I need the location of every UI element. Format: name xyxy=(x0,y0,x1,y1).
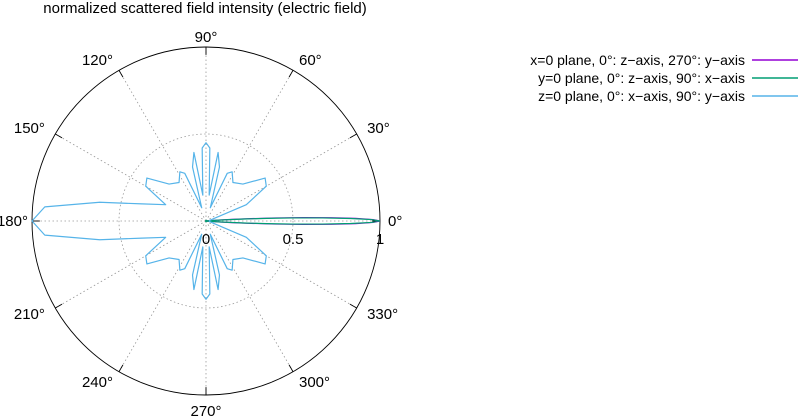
angular-tick xyxy=(349,133,357,139)
angle-label: 90° xyxy=(195,29,218,46)
angular-tick xyxy=(118,70,124,78)
legend-label: z=0 plane, 0°: x−axis, 90°: y−axis xyxy=(538,88,745,104)
angle-label: 300° xyxy=(299,374,330,391)
angular-tick xyxy=(349,303,357,309)
chart-title: normalized scattered field intensity (el… xyxy=(43,0,366,17)
angle-label: 150° xyxy=(14,120,45,137)
angular-tick xyxy=(55,303,63,309)
grid-circle xyxy=(118,133,294,309)
grid-spoke xyxy=(118,220,207,372)
radial-tick-label: 1 xyxy=(376,231,384,248)
legend: x=0 plane, 0°: z−axis, 270°: y−axis y=0 p… xyxy=(530,52,798,104)
series-line-2 xyxy=(204,217,381,225)
angle-label: 270° xyxy=(190,403,221,418)
angular-tick xyxy=(288,364,294,372)
grid-spoke xyxy=(205,220,294,372)
angular-tick-labels: 0° 30° 60° 90° 120° 150° 180° 210° 240° 270° 300° 3… xyxy=(0,29,402,418)
legend-label: y=0 plane, 0°: z−axis, 90°: x−axis xyxy=(538,70,745,86)
series-line-3 xyxy=(31,142,267,300)
angle-label: 210° xyxy=(14,306,45,323)
angle-label: 60° xyxy=(299,52,322,69)
angle-label: 240° xyxy=(82,374,113,391)
grid-spoke xyxy=(205,133,357,222)
angular-tick xyxy=(55,133,63,139)
angle-label: 180° xyxy=(0,213,28,230)
radial-tick-labels: 0 0.5 1 xyxy=(202,231,384,248)
angle-label: 330° xyxy=(367,306,398,323)
grid-spoke xyxy=(55,133,207,222)
series-layer xyxy=(31,142,381,300)
angle-label: 30° xyxy=(367,120,390,137)
grid-spoke xyxy=(205,70,294,222)
angle-label: 120° xyxy=(82,52,113,69)
radial-tick-label: 0 xyxy=(202,231,210,248)
angular-tick xyxy=(118,364,124,372)
radial-tick-label: 0.5 xyxy=(283,231,304,248)
grid-spoke xyxy=(118,70,207,222)
legend-label: x=0 plane, 0°: z−axis, 270°: y−axis xyxy=(530,52,745,68)
angle-label: 0° xyxy=(388,213,402,230)
angular-tick xyxy=(288,70,294,78)
grid-spoke xyxy=(55,220,207,309)
grid-spoke xyxy=(205,220,357,309)
